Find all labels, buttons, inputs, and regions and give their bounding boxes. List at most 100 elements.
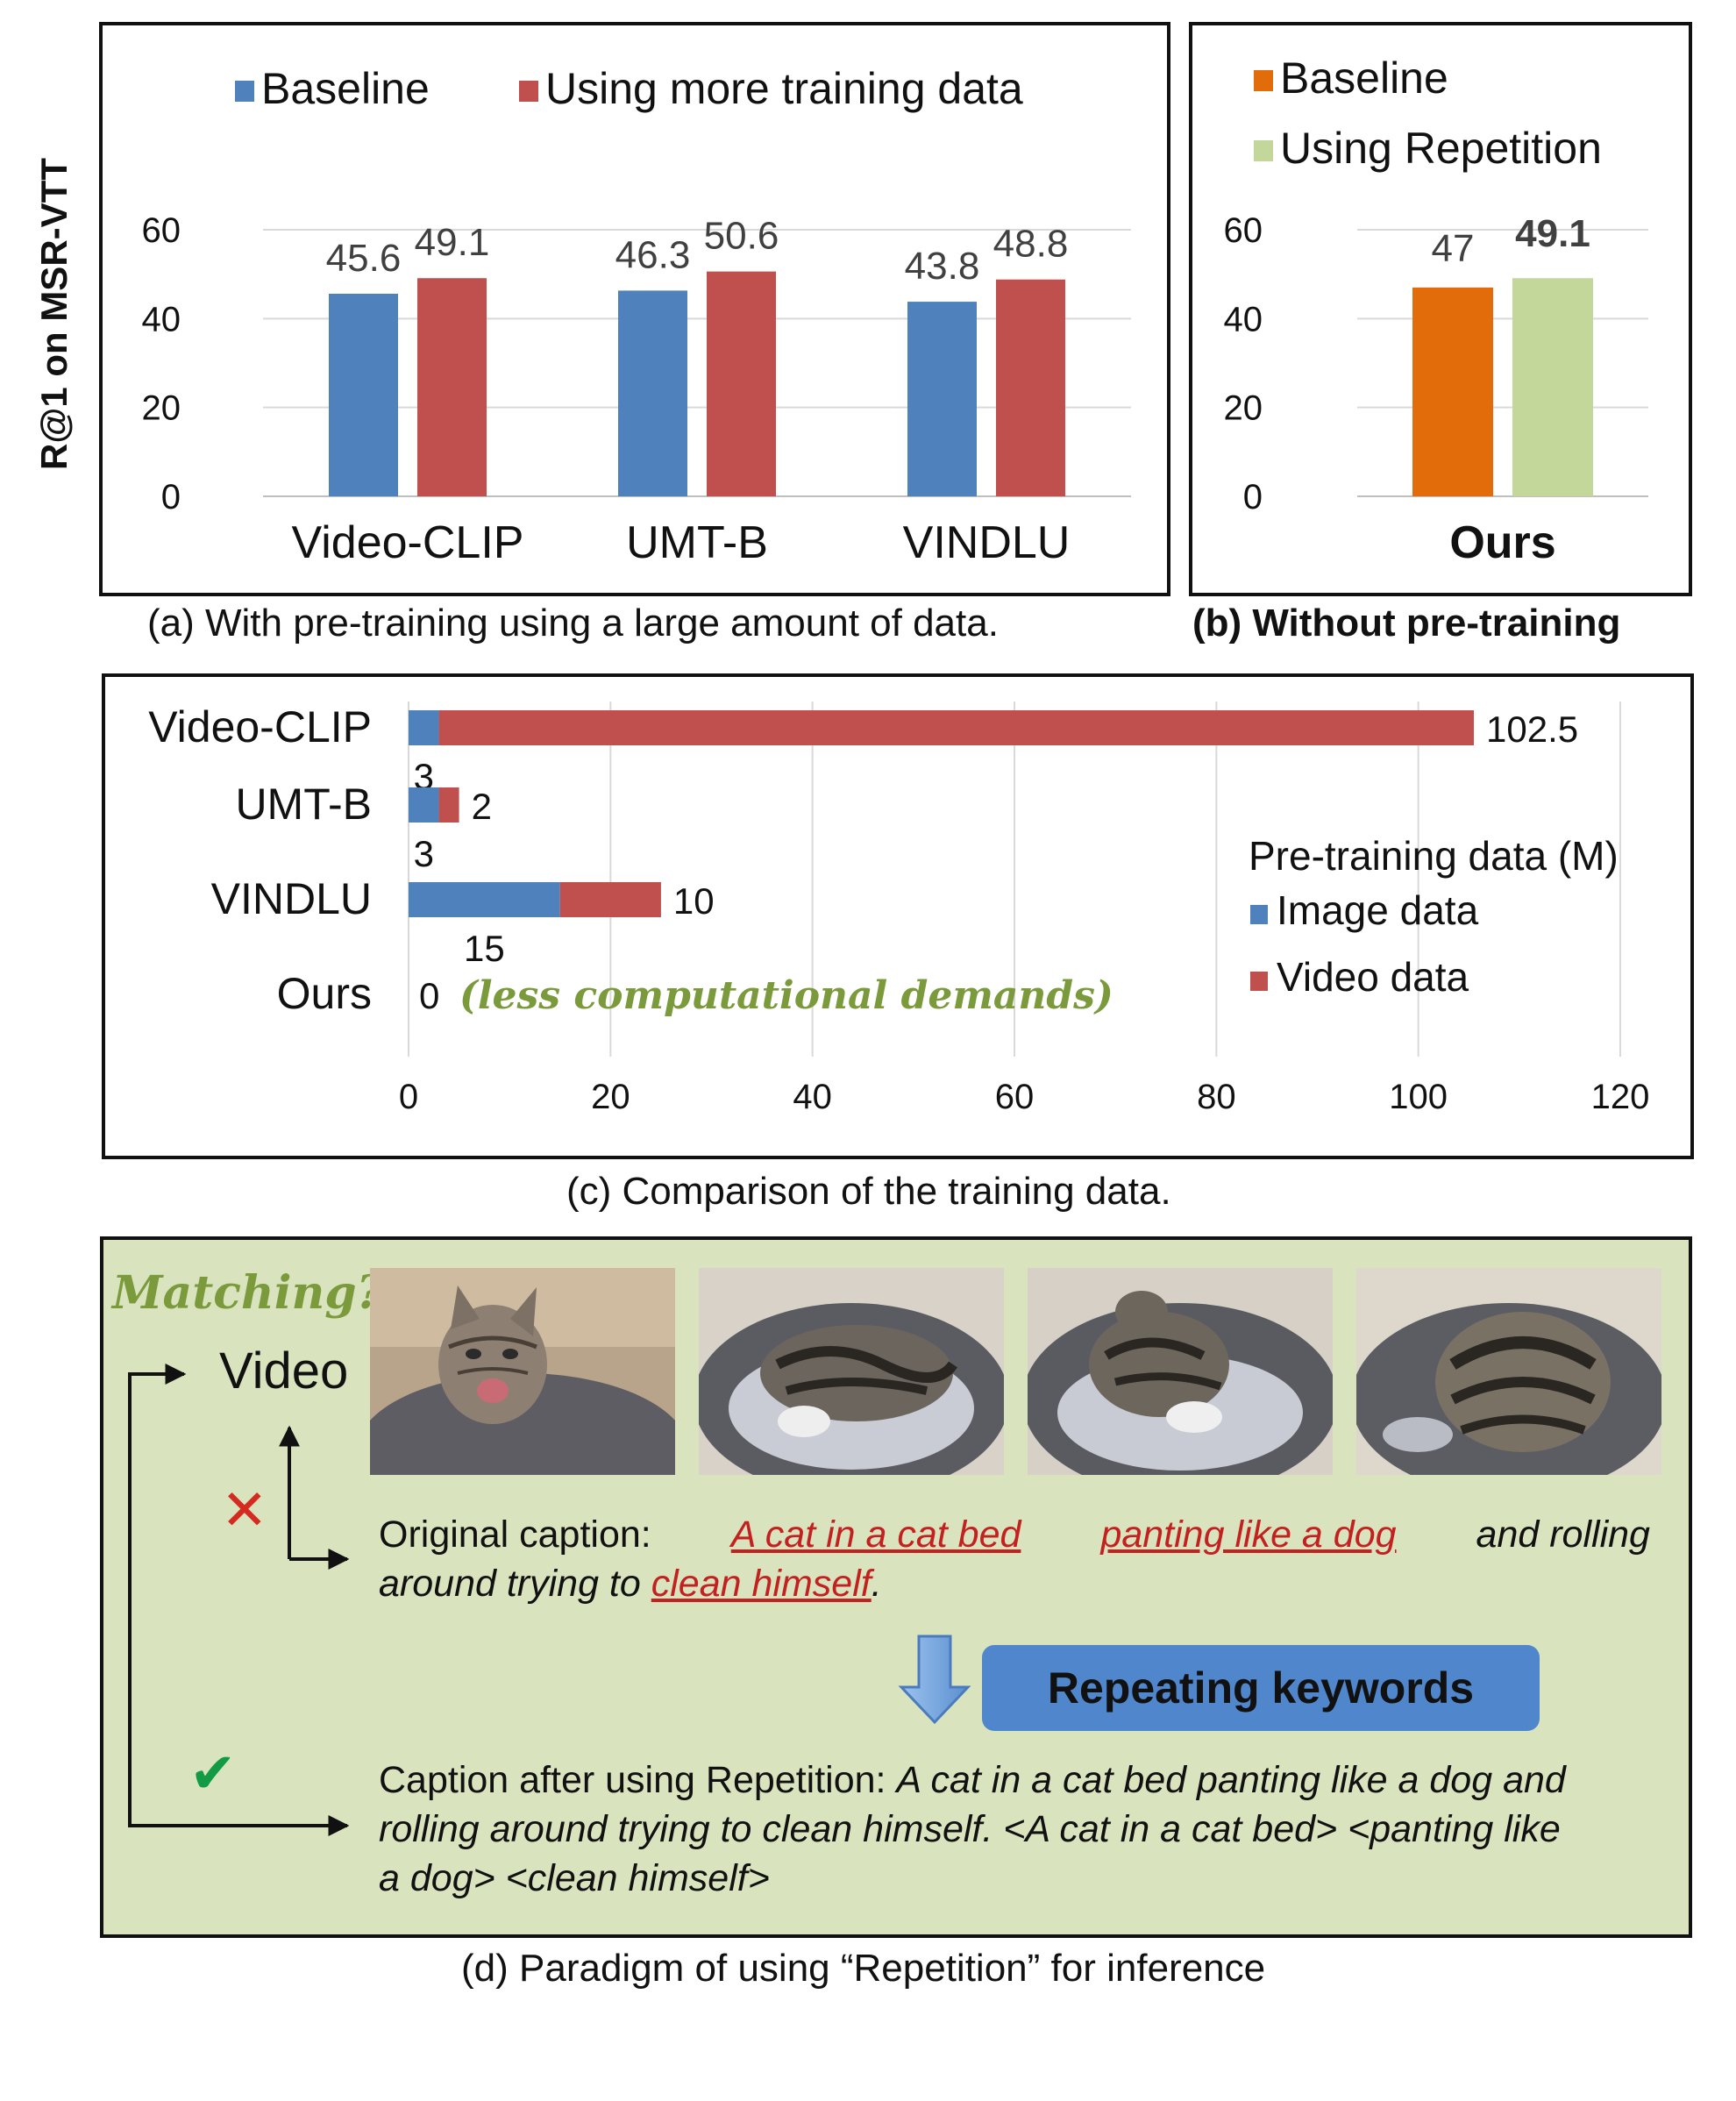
after-line-1: A cat in a cat bed panting like a dog an…: [896, 1759, 1566, 1801]
legend-label: Image data: [1277, 887, 1479, 933]
cat-frame-3-image: [1028, 1268, 1333, 1475]
category-label: VINDLU: [211, 874, 372, 923]
legend-title: Pre-training data (M): [1249, 833, 1619, 879]
data-label: 3: [414, 756, 434, 797]
bar: [329, 293, 398, 496]
cat-frame-2-image: [699, 1268, 1004, 1475]
legend-swatch: [1250, 905, 1268, 924]
original-mid: and rolling: [1476, 1513, 1650, 1556]
bar: [417, 278, 487, 496]
original-phrase-2: panting like a dog: [1100, 1513, 1397, 1556]
y-tick-label: 60: [1224, 211, 1263, 250]
chart-b: 0 20 40 60 Baseline Using Repetition 47 49.1 Our…: [1224, 53, 1648, 568]
bar: [707, 271, 776, 496]
data-label: 45.6: [326, 237, 402, 280]
video-frame-2: [699, 1268, 1004, 1475]
legend-swatch: [235, 81, 254, 102]
category-label: Video-CLIP: [148, 702, 372, 751]
cross-icon: ✕: [221, 1478, 268, 1543]
category-label: VINDLU: [903, 517, 1071, 568]
y-axis-label: R@1 on MSR-VTT: [33, 158, 75, 470]
category-label: Ours: [1449, 517, 1555, 568]
video-label: Video: [219, 1343, 349, 1399]
bar: [1512, 278, 1593, 496]
legend-label: Baseline: [1280, 53, 1448, 103]
y-tick-label: 40: [1224, 300, 1263, 338]
original-line2-start: around trying to: [379, 1563, 641, 1605]
after-line-3: a dog> <clean himself>: [379, 1857, 770, 1899]
video-frame-3: [1028, 1268, 1333, 1475]
repetition-caption: Caption after using Repetition: A cat in…: [379, 1756, 1650, 1903]
x-tick-label: 60: [995, 1078, 1035, 1116]
bar: [907, 302, 977, 496]
bar: [618, 290, 687, 496]
bar: [438, 787, 459, 823]
category-label: UMT-B: [626, 517, 768, 568]
original-end: .: [871, 1563, 882, 1605]
bar: [996, 279, 1065, 496]
bar: [409, 787, 439, 823]
repeating-keywords-button: Repeating keywords: [982, 1645, 1540, 1731]
check-icon: ✔: [189, 1741, 237, 1806]
caption-a: (a) With pre-training using a large amou…: [147, 602, 999, 645]
original-phrase-1: A cat in a cat bed: [730, 1513, 1021, 1556]
x-tick-label: 120: [1591, 1078, 1650, 1116]
y-tick-label: 0: [161, 478, 181, 516]
legend-label: Using Repetition: [1280, 124, 1602, 173]
video-frame-4: [1356, 1268, 1661, 1475]
data-label: 48.8: [993, 223, 1069, 266]
data-label: 47: [1432, 227, 1475, 270]
category-label: UMT-B: [235, 780, 372, 829]
x-tick-label: 20: [591, 1078, 630, 1116]
legend-label: Baseline: [261, 64, 430, 113]
legend-swatch: [519, 81, 538, 102]
data-label: 10: [673, 880, 715, 922]
legend-label: Video data: [1277, 954, 1469, 1000]
y-tick-label: 60: [142, 211, 181, 250]
video-frame-1: [370, 1268, 675, 1475]
data-label: 46.3: [615, 233, 691, 276]
y-tick-label: 20: [142, 389, 181, 428]
data-label: 49.1: [1515, 212, 1590, 255]
legend-swatch: [1254, 70, 1273, 91]
chart-c: 0 20 40 60 80 100 120 Video-CLIP 3 102.5 UMT-B 32 VI…: [148, 702, 1649, 1116]
data-label: 102.5: [1486, 709, 1578, 750]
bar: [559, 882, 661, 917]
category-label: Ours: [277, 969, 372, 1018]
original-caption: Original caption: A cat in a cat bed pan…: [379, 1510, 1650, 1608]
bar: [409, 710, 439, 745]
bar: [1412, 287, 1493, 496]
after-prefix: Caption after using Repetition:: [379, 1759, 886, 1801]
chart-a: 0 20 40 60 Baseline Using more training data 4…: [142, 64, 1131, 568]
panel-b-frame: [1189, 22, 1692, 596]
data-label: 3: [414, 833, 434, 874]
data-label: 43.8: [905, 245, 980, 288]
legend-label: Using more training data: [545, 64, 1023, 113]
panel-c-frame: [102, 673, 1694, 1159]
data-label: 50.6: [704, 215, 779, 258]
after-line-2: rolling around trying to clean himself. …: [379, 1808, 1561, 1850]
caption-b: (b) Without pre-training: [1192, 602, 1621, 645]
cat-frame-1-image: [370, 1268, 675, 1475]
legend-swatch: [1250, 972, 1268, 991]
data-label: 2: [472, 786, 492, 827]
legend-swatch: [1254, 140, 1273, 161]
original-caption-prefix: Original caption:: [379, 1513, 651, 1556]
data-label: 49.1: [415, 221, 490, 264]
bar: [438, 710, 1475, 745]
ours-note: (less computational demands): [459, 973, 1113, 1018]
data-label: 0: [419, 975, 439, 1016]
panel-a-frame: [99, 22, 1170, 596]
data-label: 15: [464, 928, 505, 969]
y-tick-label: 20: [1224, 389, 1263, 428]
x-tick-label: 100: [1389, 1078, 1448, 1116]
matching-label: Matching?: [112, 1266, 384, 1320]
y-tick-label: 0: [1243, 478, 1263, 516]
caption-c: (c) Comparison of the training data.: [566, 1170, 1171, 1213]
cat-frame-4-image: [1356, 1268, 1661, 1475]
caption-d: (d) Paradigm of using “Repetition” for i…: [461, 1947, 1266, 1990]
x-tick-label: 40: [793, 1078, 832, 1116]
y-tick-label: 40: [142, 300, 181, 338]
x-tick-label: 80: [1197, 1078, 1236, 1116]
